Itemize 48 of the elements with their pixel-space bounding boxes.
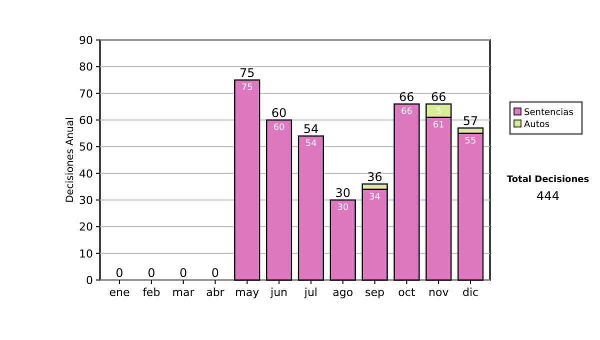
total-label: 36 (367, 170, 382, 184)
y-tick-label: 80 (79, 60, 93, 74)
y-tick-label: 40 (79, 167, 93, 180)
total-label: 66 (399, 90, 414, 104)
x-tick-label: jun (270, 286, 288, 299)
data-label: 60 (273, 123, 286, 133)
y-tick-label: 0 (86, 274, 93, 287)
x-tick-label: jul (303, 286, 318, 299)
total-label: 0 (211, 266, 220, 280)
data-label: 66 (400, 107, 413, 117)
y-tick-label: 10 (79, 247, 93, 260)
x-tick-label: dic (462, 286, 479, 299)
y-tick-label: 20 (79, 220, 93, 234)
x-tick-label: ene (109, 286, 130, 299)
total-label: 0 (148, 266, 156, 280)
total-label: 0 (179, 266, 188, 280)
y-tick-label: 70 (79, 87, 93, 100)
text: Total Decisiones (506, 175, 590, 185)
data-label: 55 (464, 136, 476, 146)
total-label: 75 (239, 66, 255, 80)
y-tick-label: 50 (79, 140, 93, 154)
legend-label: Sentencias (524, 108, 574, 118)
total-label: 57 (462, 114, 478, 128)
y-tick-label: 30 (79, 194, 93, 207)
total-label: 60 (271, 106, 287, 120)
y-tick-label: 90 (79, 34, 93, 47)
x-tick-label: oct (398, 286, 416, 299)
data-label: 30 (337, 203, 349, 213)
y-axis-title: Decisiones Anual (65, 117, 76, 203)
x-tick-label: sep (365, 286, 385, 299)
total-label: 0 (116, 266, 124, 280)
data-label: 34 (369, 192, 381, 202)
x-tick-label: may (235, 286, 260, 299)
data-label: 75 (241, 83, 253, 93)
x-tick-label: feb (142, 286, 160, 299)
total-label: 54 (303, 122, 319, 136)
x-tick-label: mar (172, 286, 195, 299)
x-tick-label: ago (332, 286, 354, 299)
total-label: 30 (335, 186, 351, 200)
total-label: 66 (430, 90, 446, 104)
x-tick-label: nov (428, 286, 450, 299)
text: 444 (536, 189, 560, 203)
x-tick-label: abr (206, 286, 225, 299)
data-label: 54 (305, 139, 317, 149)
data-label: 61 (432, 120, 444, 130)
y-tick-label: 60 (79, 114, 93, 127)
data-label: 5 (436, 107, 442, 117)
legend-label: Autos (524, 120, 550, 130)
